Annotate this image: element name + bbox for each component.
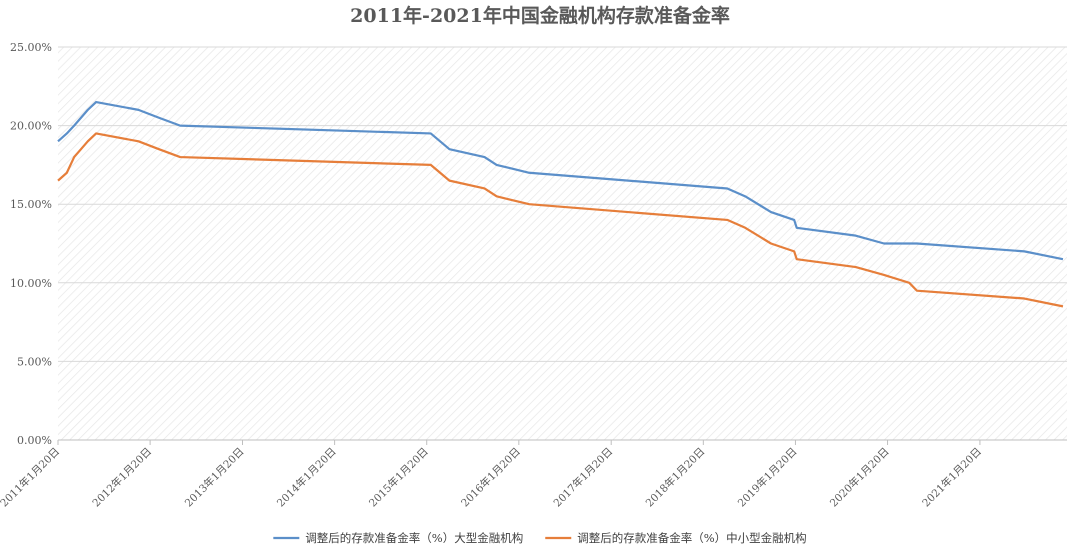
gridlines [58, 46, 1067, 362]
y-tick-label: 10.00% [10, 277, 52, 290]
legend-label: 调整后的存款准备金率（%）中小型金融机构 [577, 531, 806, 545]
legend-item: 调整后的存款准备金率（%）大型金融机构 [273, 531, 523, 545]
x-tick-label: 2016年1月20日 [458, 445, 523, 510]
x-tick-label: 2019年1月20日 [735, 445, 800, 510]
legend-item: 调整后的存款准备金率（%）中小型金融机构 [545, 531, 807, 545]
y-tick-label: 0.00% [17, 434, 52, 447]
x-tick-label: 2012年1月20日 [90, 445, 155, 510]
x-tick-label: 2021年1月20日 [920, 445, 985, 510]
x-tick-label: 2014年1月20日 [274, 445, 339, 510]
y-tick-label: 15.00% [10, 198, 52, 211]
x-tick-label: 2013年1月20日 [182, 445, 247, 510]
x-tick-label: 2020年1月20日 [827, 445, 892, 510]
y-tick-label: 25.00% [10, 41, 52, 54]
x-tick-label: 2011年1月20日 [0, 445, 62, 510]
y-tick-label: 20.00% [10, 120, 52, 133]
series-lines [57, 100, 1064, 308]
x-tick-label: 2017年1月20日 [551, 445, 616, 510]
series-line-1 [57, 100, 1064, 261]
y-tick-label: 5.00% [17, 355, 52, 368]
x-tick-label: 2015年1月20日 [366, 445, 431, 510]
legend: 调整后的存款准备金率（%）大型金融机构 调整后的存款准备金率（%）中小型金融机构 [273, 531, 807, 545]
x-tick-label: 2018年1月20日 [643, 445, 708, 510]
legend-label: 调整后的存款准备金率（%）大型金融机构 [305, 531, 523, 545]
chart-title: 2011年-2021年中国金融机构存款准备金率 [350, 4, 730, 27]
series-line-2 [57, 132, 1064, 308]
